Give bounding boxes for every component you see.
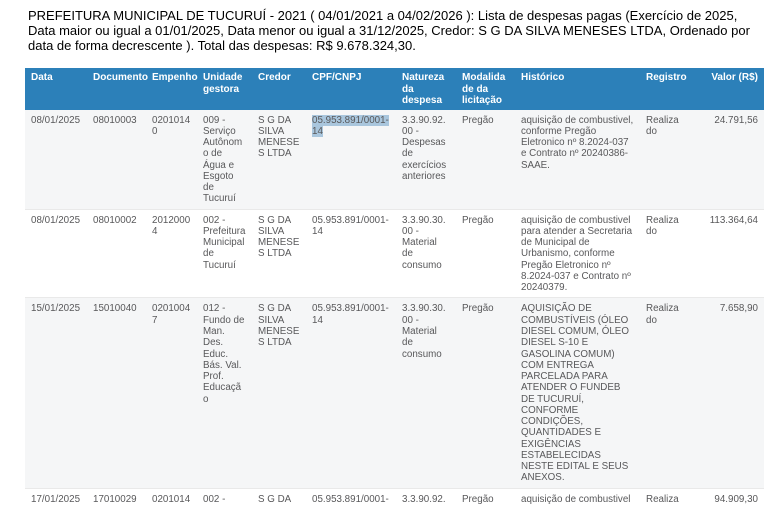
cell-cpf-cnpj: 05.953.891/0001-14 [306, 488, 396, 505]
cell-empenho: 02010140 [152, 114, 191, 137]
col-header-unidade-gestora[interactable]: Unidade gestora [197, 68, 252, 110]
col-header-natureza-despesa[interactable]: Natureza da despesa [396, 68, 456, 110]
cell-documento: 08010003 [93, 114, 137, 126]
table-row[interactable]: 08/01/2025 08010003 02010140 009 - Servi… [25, 109, 764, 210]
cell-valor: 7.658,90 [719, 303, 758, 315]
cell-data: 08/01/2025 [31, 214, 81, 226]
cell-modalidade-licitacao: Pregão [462, 303, 494, 315]
cell-historico: aquisição de combustivel para atender a … [521, 493, 631, 505]
cell-cpf-cnpj: 05.953.891/0001-14 [306, 298, 396, 488]
cell-registro: Realizado [646, 493, 679, 505]
cell-modalidade-licitacao: Pregão [462, 493, 494, 505]
cell-registro: Realizado [646, 214, 679, 237]
col-header-valor[interactable]: Valor (R$) [690, 68, 764, 110]
cpf-cnpj-text: 05.953.891/0001-14 [312, 114, 389, 137]
cell-registro: Realizado [646, 303, 679, 326]
report-summary: PREFEITURA MUNICIPAL DE TUCURUÍ - 2021 (… [28, 8, 750, 54]
table-row[interactable]: 08/01/2025 08010002 20120004 002 - Prefe… [25, 209, 764, 298]
cell-documento: 08010002 [93, 214, 137, 226]
cell-natureza-despesa: 3.3.90.92.00 - Despesas de exercícios an… [402, 114, 447, 182]
cell-data: 15/01/2025 [31, 303, 81, 315]
cell-historico: aquisição de combustivel para atender a … [521, 214, 633, 294]
cell-empenho: 20120004 [152, 214, 191, 237]
col-header-modalidade-licitacao[interactable]: Modalidade da licitação [456, 68, 515, 110]
table-body: 08/01/2025 08010003 02010140 009 - Servi… [25, 109, 764, 505]
cell-credor: S G DA SILVA MENESES LTDA [258, 214, 300, 260]
cell-modalidade-licitacao: Pregão [462, 214, 494, 226]
cell-natureza-despesa: 3.3.90.92.00 - Despesas de exercícios an… [402, 493, 446, 505]
col-header-empenho[interactable]: Empenho [146, 68, 198, 110]
cell-unidade-gestora: 002 - Prefeitura Municipal de Tucuruí [203, 493, 226, 505]
cell-natureza-despesa: 3.3.90.30.00 - Material de consumo [402, 214, 446, 271]
cell-data: 17/01/2025 [31, 493, 81, 505]
table-header: Data Documento Empenho Unidade gestora C… [25, 68, 764, 110]
cpf-cnpj-text: 05.953.891/0001-14 [312, 214, 389, 237]
col-header-historico[interactable]: Histórico [515, 68, 640, 110]
cell-unidade-gestora: 002 - Prefeitura Municipal de Tucuruí [203, 214, 246, 271]
table-header-row: Data Documento Empenho Unidade gestora C… [25, 68, 764, 110]
cell-unidade-gestora: 009 - Serviço Autônomo de Água e Esgoto … [203, 114, 243, 205]
cell-documento: 15010040 [93, 303, 137, 315]
expenses-table: Data Documento Empenho Unidade gestora C… [25, 68, 764, 505]
cell-data: 08/01/2025 [31, 114, 81, 126]
col-header-registro[interactable]: Registro [640, 68, 690, 110]
col-header-cpf-cnpj[interactable]: CPF/CNPJ [306, 68, 396, 110]
cell-valor: 94.909,30 [714, 493, 758, 505]
cell-empenho: 02010047 [152, 303, 191, 326]
cell-credor: S G DA SILVA MENESES LTDA [258, 114, 300, 160]
cell-credor: S G DA SILVA MENESES LTDA [258, 303, 300, 349]
cell-historico: AQUISIÇÃO DE COMBUSTÍVEIS (ÓLEO DIESEL C… [521, 303, 629, 484]
expenses-table-container: Data Documento Empenho Unidade gestora C… [25, 68, 764, 505]
cell-modalidade-licitacao: Pregão [462, 114, 494, 126]
cell-unidade-gestora: 012 - Fundo de Man. Des. Educ. Bás. Val.… [203, 303, 245, 405]
cell-documento: 17010029 [93, 493, 137, 505]
col-header-documento[interactable]: Documento [87, 68, 148, 110]
cell-historico: aquisição de combustivel, conforme Pregã… [521, 114, 634, 171]
cell-registro: Realizado [646, 114, 679, 137]
col-header-data[interactable]: Data [25, 68, 87, 110]
table-row[interactable]: 17/01/2025 17010029 02010141 002 - Prefe… [25, 488, 764, 505]
cell-natureza-despesa: 3.3.90.30.00 - Material de consumo [402, 303, 446, 360]
cell-valor: 24.791,56 [714, 114, 758, 126]
cell-cpf-cnpj: 05.953.891/0001-14 [306, 209, 396, 298]
cell-valor: 113.364,64 [709, 214, 758, 226]
cpf-cnpj-text: 05.953.891/0001-14 [312, 303, 389, 326]
cell-cpf-cnpj: 05.953.891/0001-14 [306, 110, 396, 210]
cell-credor: S G DA SILVA MENESES LTDA [258, 493, 291, 505]
col-header-credor[interactable]: Credor [252, 68, 306, 110]
table-row[interactable]: 15/01/2025 15010040 02010047 012 - Fundo… [25, 297, 764, 489]
cell-empenho: 02010141 [152, 493, 191, 505]
cpf-cnpj-text: 05.953.891/0001-14 [312, 493, 389, 505]
